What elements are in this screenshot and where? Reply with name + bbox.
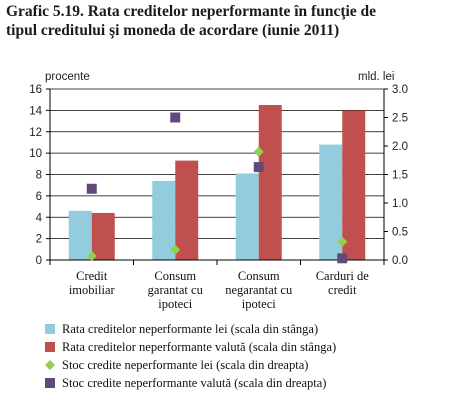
category-label: ipoteci [158, 297, 193, 311]
bar-valuta [258, 105, 282, 260]
category-label: imobiliar [69, 283, 116, 297]
right-tick-label: 0.5 [392, 227, 408, 239]
left-tick-label: 2 [36, 234, 42, 246]
marker-stoc-lei [86, 251, 97, 262]
bar-lei [68, 210, 92, 260]
marker-stoc-valuta [170, 112, 181, 123]
right-tick-label: 0.0 [392, 255, 408, 267]
bar-lei [152, 180, 176, 260]
left-tick-label: 16 [29, 84, 42, 96]
category-label: Consum [238, 269, 280, 283]
legend-swatch [45, 342, 55, 352]
right-tick-label: 3.0 [392, 84, 408, 96]
bar-valuta [91, 212, 115, 260]
legend-swatch [45, 378, 55, 388]
bars [68, 105, 366, 260]
left-tick-label: 4 [36, 212, 43, 224]
marker-stoc-valuta [86, 183, 97, 194]
legend-label: Rata creditelor neperformante valută (sc… [62, 340, 336, 354]
left-axis-title: procente [45, 71, 90, 83]
axes: 0 2 4 6 8 10 12 14 16 0.0 0.5 1.0 1.5 2.0 2.5 3.0 procen… [29, 71, 408, 267]
legend-label: Rata creditelor neperformante lei (scala… [62, 322, 318, 336]
category-label: Consum [154, 269, 196, 283]
legend-label: Stoc credite neperformante valută (scala… [62, 376, 326, 390]
bar-valuta [175, 160, 199, 260]
bar-lei [319, 144, 343, 260]
left-tick-label: 10 [29, 148, 42, 160]
category-label: ipoteci [242, 297, 277, 311]
left-tick-label: 14 [29, 105, 42, 117]
category-label: credit [328, 283, 357, 297]
bar-lei [235, 173, 259, 260]
markers [86, 112, 348, 264]
right-tick-label: 1.0 [392, 198, 408, 210]
left-tick-label: 12 [29, 127, 42, 139]
marker-stoc-valuta [253, 162, 264, 173]
legend: Rata creditelor neperformante lei (scala… [45, 322, 336, 390]
marker-stoc-lei [170, 244, 181, 255]
right-tick-label: 2.5 [392, 113, 408, 125]
chart-title-line-2: tipul creditului şi moneda de acordare (… [6, 22, 340, 39]
left-tick-label: 0 [36, 255, 42, 267]
legend-swatch [45, 360, 55, 370]
legend-swatch [45, 324, 55, 334]
category-label: Carduri de [316, 269, 370, 283]
marker-stoc-lei [253, 146, 264, 157]
marker-stoc-lei [337, 236, 348, 247]
left-tick-label: 6 [36, 191, 42, 203]
marker-stoc-valuta [337, 253, 348, 264]
category-label: garantat cu [148, 283, 204, 297]
chart-title: Grafic 5.19. Rata creditelor neperforman… [6, 2, 448, 40]
legend-label: Stoc credite neperformante lei (scala di… [62, 358, 308, 372]
category-label: negarantat cu [225, 283, 293, 297]
chart-title-line-1: Grafic 5.19. Rata creditelor neperforman… [6, 3, 377, 20]
right-tick-label: 2.0 [392, 141, 408, 153]
bar-valuta [342, 110, 366, 260]
left-tick-label: 8 [36, 170, 42, 182]
category-label: Credit [76, 269, 108, 283]
right-tick-label: 1.5 [392, 170, 408, 182]
right-axis-title: mld. lei [358, 71, 394, 83]
